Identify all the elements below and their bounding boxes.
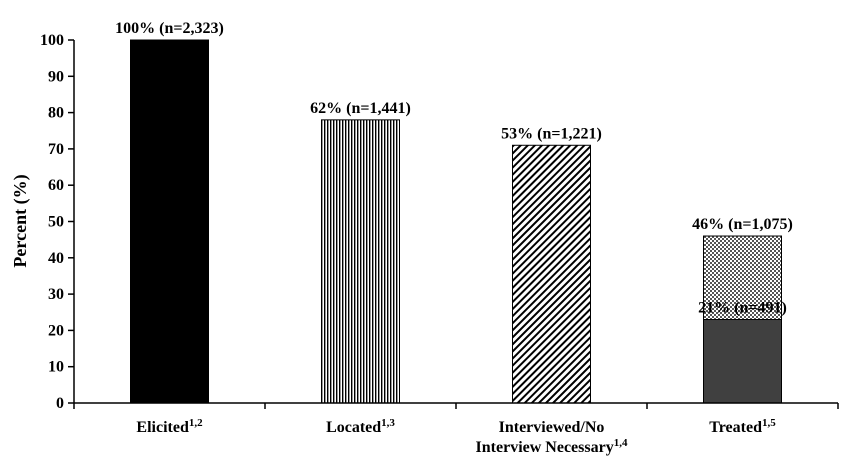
y-tick-label: 70 [48, 141, 64, 158]
y-tick-label: 90 [48, 68, 64, 85]
y-tick-label: 50 [48, 214, 64, 231]
category-superscript: 1,5 [762, 417, 776, 429]
category-superscript: 1,2 [189, 417, 203, 429]
y-tick-label: 100 [40, 32, 64, 49]
inner-segment-data-label: 21% (n=491) [698, 300, 787, 317]
category-superscript: 1,4 [614, 437, 628, 449]
bar-inner-segment [703, 319, 782, 404]
y-tick-label: 30 [48, 286, 64, 303]
y-tick-label: 10 [48, 359, 64, 376]
y-tick-label: 0 [56, 395, 64, 412]
x-category-label: Located1,3 [326, 417, 395, 436]
bar [321, 119, 400, 404]
y-axis-ticks: 0 10 20 30 40 50 60 70 80 90 100 [40, 32, 839, 412]
bars [130, 39, 782, 404]
category-superscript: 1,3 [381, 417, 395, 429]
y-tick-label: 60 [48, 177, 64, 194]
category-labels: Elicited1,2 Located1,3 Interviewed/NoInter… [136, 417, 776, 456]
x-category-label: Interviewed/No [499, 419, 605, 436]
y-tick-label: 40 [48, 250, 64, 267]
bar [130, 39, 209, 404]
bar-data-label: 46% (n=1,075) [692, 216, 793, 233]
y-tick-label: 20 [48, 322, 64, 339]
x-category-label: Interview Necessary1,4 [476, 437, 628, 456]
bar [512, 144, 591, 404]
x-category-label: Elicited1,2 [136, 417, 203, 436]
data-labels: 100% (n=2,323) 62% (n=1,441) 53% (n=1,221)… [115, 20, 793, 317]
bar-data-label: 53% (n=1,221) [501, 125, 602, 142]
y-axis-title: Percent (%) [10, 174, 31, 267]
bar-data-label: 62% (n=1,441) [310, 100, 411, 117]
y-tick-label: 80 [48, 105, 64, 122]
x-category-label: Treated1,5 [709, 417, 776, 436]
bar-data-label: 100% (n=2,323) [115, 20, 224, 37]
